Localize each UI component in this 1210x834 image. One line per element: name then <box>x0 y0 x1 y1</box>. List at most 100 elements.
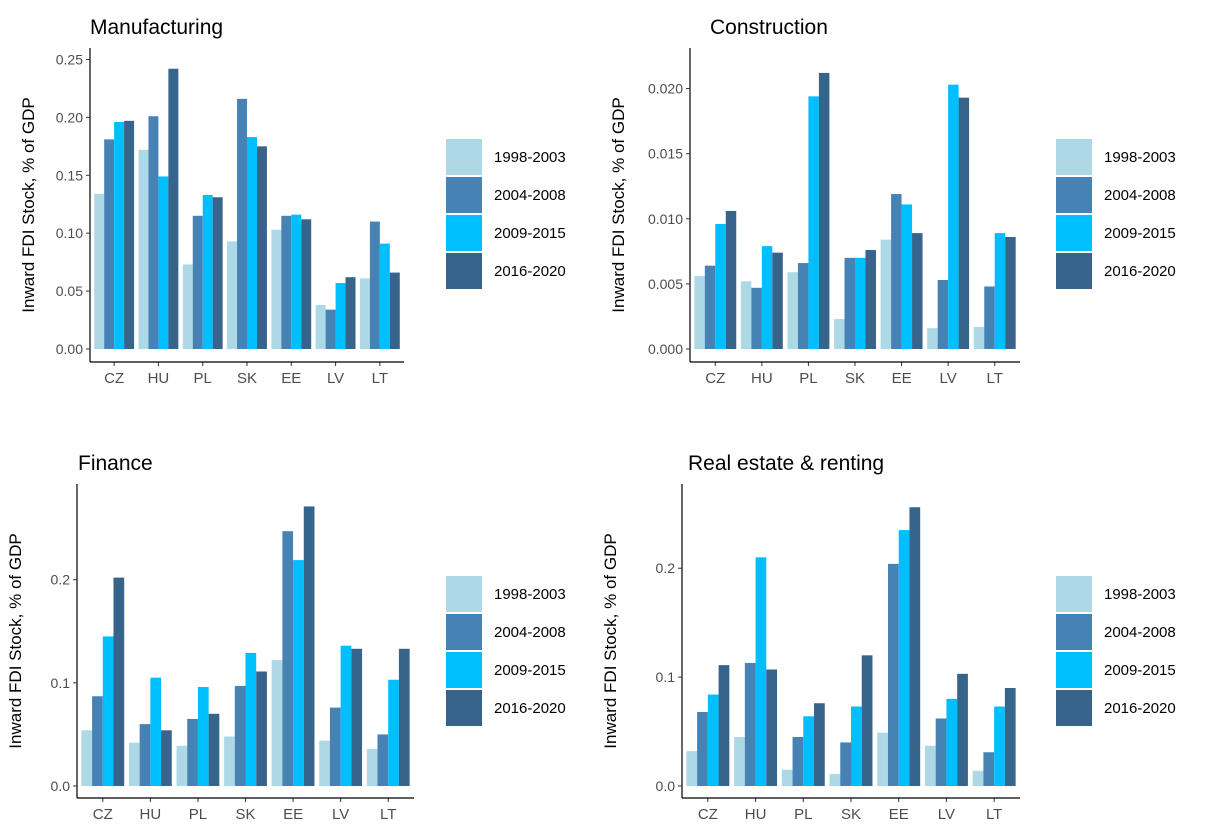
legend-key-2009-2015 <box>446 652 482 688</box>
legend-label: 2016-2020 <box>494 700 566 717</box>
bar-lt-2016-2020 <box>399 649 410 786</box>
bar-lv-2016-2020 <box>959 98 969 349</box>
x-tick-label: SK <box>845 370 865 387</box>
x-tick-label: LT <box>986 806 1002 823</box>
y-tick-label: 0.010 <box>648 211 683 227</box>
y-tick-label: 0.2 <box>656 560 676 576</box>
bar-sk-2009-2015 <box>855 258 865 349</box>
bar-cz-2004-2008 <box>104 139 114 349</box>
bar-ee-2009-2015 <box>293 560 304 786</box>
bar-pl-2004-2008 <box>193 216 203 349</box>
bar-ee-2004-2008 <box>281 216 291 349</box>
x-tick-label: LV <box>938 806 955 823</box>
y-tick-label: 0.15 <box>56 167 83 183</box>
x-tick-label: HU <box>148 370 170 387</box>
bar-lt-2009-2015 <box>994 707 1005 786</box>
bar-cz-2016-2020 <box>124 121 134 349</box>
bar-cz-2009-2015 <box>114 122 124 349</box>
bar-lv-1998-2003 <box>925 746 936 786</box>
bar-pl-1998-2003 <box>787 272 797 349</box>
legend-label: 2009-2015 <box>494 225 566 242</box>
x-tick-label: CZ <box>698 806 718 823</box>
x-tick-label: CZ <box>93 806 113 823</box>
bar-lt-2016-2020 <box>390 273 400 349</box>
x-tick-label: PL <box>799 370 817 387</box>
legend-key-1998-2003 <box>1056 139 1092 175</box>
bar-hu-1998-2003 <box>139 150 149 349</box>
bar-lv-2004-2008 <box>330 708 341 786</box>
bar-lt-2016-2020 <box>1005 688 1016 786</box>
bar-lv-2009-2015 <box>341 646 352 786</box>
bar-ee-1998-2003 <box>271 230 281 349</box>
bar-hu-1998-2003 <box>734 737 745 786</box>
bar-pl-2004-2008 <box>793 737 804 786</box>
legend-label: 1998-2003 <box>494 149 566 166</box>
bar-sk-2016-2020 <box>862 655 873 786</box>
bar-ee-2009-2015 <box>291 215 301 349</box>
legend-label: 2009-2015 <box>1104 662 1176 679</box>
chart-title: Real estate & renting <box>688 452 884 475</box>
legend-key-2016-2020 <box>1056 690 1092 726</box>
bar-lv-2004-2008 <box>936 718 947 786</box>
bar-sk-2016-2020 <box>256 671 267 786</box>
bar-ee-2016-2020 <box>304 506 315 786</box>
y-tick-label: 0.10 <box>56 225 83 241</box>
x-tick-label: PL <box>794 806 812 823</box>
bar-hu-2004-2008 <box>140 724 151 786</box>
x-tick-label: CZ <box>104 370 124 387</box>
y-tick-label: 0.0 <box>656 778 676 794</box>
legend-label: 2009-2015 <box>1104 225 1176 242</box>
x-tick-label: EE <box>283 806 303 823</box>
bar-ee-1998-2003 <box>272 660 283 786</box>
bar-lv-2009-2015 <box>336 283 346 349</box>
x-tick-label: SK <box>237 370 257 387</box>
legend-label: 2004-2008 <box>1104 187 1176 204</box>
bar-lt-2004-2008 <box>984 286 994 349</box>
x-tick-label: SK <box>841 806 861 823</box>
x-tick-label: LT <box>372 370 388 387</box>
bar-cz-1998-2003 <box>694 276 704 349</box>
bar-sk-1998-2003 <box>834 319 844 349</box>
legend-key-1998-2003 <box>446 139 482 175</box>
bar-cz-2016-2020 <box>113 578 124 786</box>
bar-cz-1998-2003 <box>94 194 104 349</box>
bar-hu-2004-2008 <box>751 288 761 349</box>
bar-pl-2009-2015 <box>808 96 818 349</box>
bar-lv-1998-2003 <box>927 328 937 349</box>
chart-panel-4: Real estate & rentingInward FDI Stock, %… <box>601 452 1176 823</box>
legend-label: 1998-2003 <box>1104 149 1176 166</box>
bar-sk-1998-2003 <box>227 241 237 349</box>
bar-lt-1998-2003 <box>973 771 984 786</box>
bar-sk-2004-2008 <box>237 99 247 349</box>
legend-label: 2004-2008 <box>494 624 566 641</box>
y-axis-label: Inward FDI Stock, % of GDP <box>609 97 628 312</box>
bar-cz-2009-2015 <box>708 695 719 786</box>
bar-pl-2016-2020 <box>819 73 829 349</box>
y-axis-label: Inward FDI Stock, % of GDP <box>19 97 38 312</box>
bar-cz-2016-2020 <box>726 211 736 349</box>
x-tick-label: EE <box>889 806 909 823</box>
legend-key-2004-2008 <box>1056 177 1092 213</box>
bar-hu-2004-2008 <box>745 663 756 786</box>
legend-key-2016-2020 <box>1056 253 1092 289</box>
bar-sk-1998-2003 <box>830 774 841 786</box>
x-tick-label: CZ <box>705 370 725 387</box>
x-tick-label: HU <box>140 806 162 823</box>
bar-lv-1998-2003 <box>319 741 330 786</box>
legend-key-2016-2020 <box>446 253 482 289</box>
bar-lv-2009-2015 <box>946 699 957 786</box>
bar-sk-2016-2020 <box>257 146 267 349</box>
x-tick-label: LV <box>327 370 344 387</box>
bar-pl-2009-2015 <box>203 195 213 349</box>
bar-pl-1998-2003 <box>782 770 793 786</box>
bar-hu-2016-2020 <box>161 730 172 786</box>
bar-lv-2004-2008 <box>938 280 948 349</box>
x-tick-label: PL <box>194 370 212 387</box>
bar-hu-2016-2020 <box>772 253 782 349</box>
bar-sk-2009-2015 <box>246 653 257 786</box>
y-tick-label: 0.005 <box>648 276 683 292</box>
bar-hu-1998-2003 <box>129 743 140 786</box>
bar-cz-2004-2008 <box>697 712 708 786</box>
bar-ee-2009-2015 <box>902 204 912 349</box>
legend-key-2009-2015 <box>1056 215 1092 251</box>
